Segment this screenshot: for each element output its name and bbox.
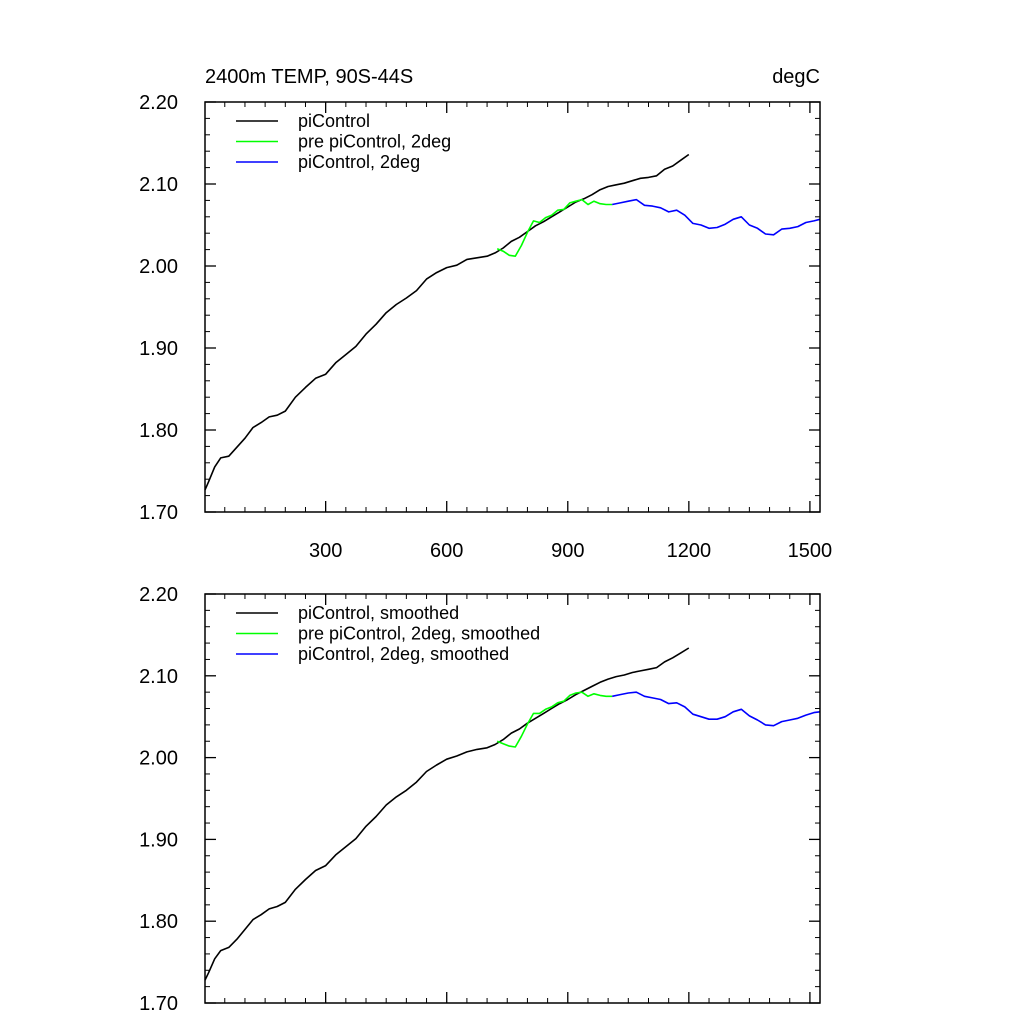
top-y-tick-label: 2.10 xyxy=(139,174,178,196)
top-panel-right-title: degC xyxy=(772,66,820,88)
top-y-tick-label: 2.00 xyxy=(139,256,178,278)
top-legend-label-pre-picontrol-2deg: pre piControl, 2deg xyxy=(298,132,451,152)
top-panel-left-title: 2400m TEMP, 90S-44S xyxy=(205,66,413,88)
top-series-line-picontrol xyxy=(204,153,690,491)
bottom-series-line-picontrol-smoothed xyxy=(204,647,690,981)
top-panel-marks: 300 600 900 1200 1500 1.70 1.80 1.90 2.00 2.10 2.2… xyxy=(139,92,832,562)
top-y-tick-label: 1.70 xyxy=(139,502,178,524)
bottom-legend-label-picontrol-2deg-smoothed: piControl, 2deg, smoothed xyxy=(298,644,509,664)
top-plot-frame xyxy=(204,101,821,513)
bottom-legend-label-pre-picontrol-2deg-smoothed: pre piControl, 2deg, smoothed xyxy=(298,624,540,644)
top-x-tick-label: 600 xyxy=(430,540,463,562)
bottom-y-tick-label: 1.70 xyxy=(139,993,178,1015)
bottom-series-line-picontrol-2deg-smoothed xyxy=(612,691,821,727)
bottom-y-tick-label: 2.20 xyxy=(139,584,178,606)
bottom-panel-marks: 1.70 1.80 1.90 2.00 2.10 2.20 piControl, smoot… xyxy=(139,584,821,1015)
top-legend-label-picontrol-2deg: piControl, 2deg xyxy=(298,152,420,172)
top-y-tick-label: 1.90 xyxy=(139,338,178,360)
top-panel: 2400m TEMP, 90S-44S degC 300 600 900 1200 15… xyxy=(139,66,832,562)
top-x-tick-label: 1500 xyxy=(788,540,833,562)
bottom-y-tick-label: 1.90 xyxy=(139,829,178,851)
top-legend-label-picontrol: piControl xyxy=(298,111,370,131)
top-y-tick-label: 1.80 xyxy=(139,420,178,442)
bottom-plot-frame xyxy=(204,593,821,1004)
top-y-tick-label: 2.20 xyxy=(139,92,178,114)
bottom-y-tick-label: 2.10 xyxy=(139,666,178,688)
bottom-series-line-pre-picontrol-2deg-smoothed xyxy=(496,691,613,748)
top-x-tick-label: 300 xyxy=(309,540,342,562)
bottom-panel: 1.70 1.80 1.90 2.00 2.10 2.20 piControl, smoot… xyxy=(139,584,821,1015)
bottom-y-tick-label: 1.80 xyxy=(139,911,178,933)
top-series-line-picontrol-2deg xyxy=(612,198,821,236)
top-x-tick-label: 1200 xyxy=(667,540,712,562)
top-x-tick-label: 900 xyxy=(551,540,584,562)
top-series-line-pre-picontrol-2deg xyxy=(496,198,613,258)
bottom-legend-label-picontrol-smoothed: piControl, smoothed xyxy=(298,603,459,623)
bottom-y-tick-label: 2.00 xyxy=(139,748,178,770)
